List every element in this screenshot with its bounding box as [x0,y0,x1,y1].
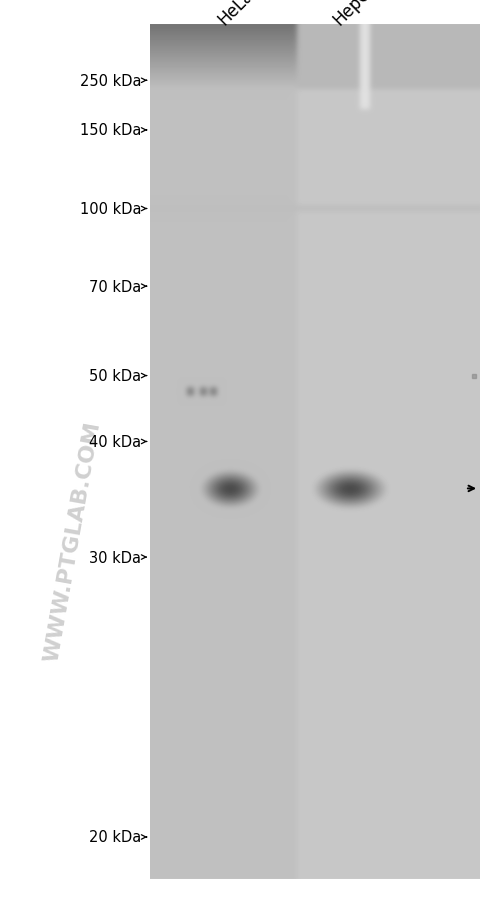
Text: HeLa: HeLa [215,0,258,29]
Text: 150 kDa: 150 kDa [80,124,141,138]
Text: 100 kDa: 100 kDa [80,202,141,216]
Text: HepG2: HepG2 [330,0,382,29]
Text: 40 kDa: 40 kDa [89,435,141,449]
Text: 30 kDa: 30 kDa [89,550,141,565]
Text: 70 kDa: 70 kDa [89,280,141,294]
Text: 20 kDa: 20 kDa [89,830,141,844]
Text: WWW.PTGLAB.COM: WWW.PTGLAB.COM [42,419,104,663]
Text: 250 kDa: 250 kDa [80,74,141,88]
Text: 50 kDa: 50 kDa [89,369,141,383]
